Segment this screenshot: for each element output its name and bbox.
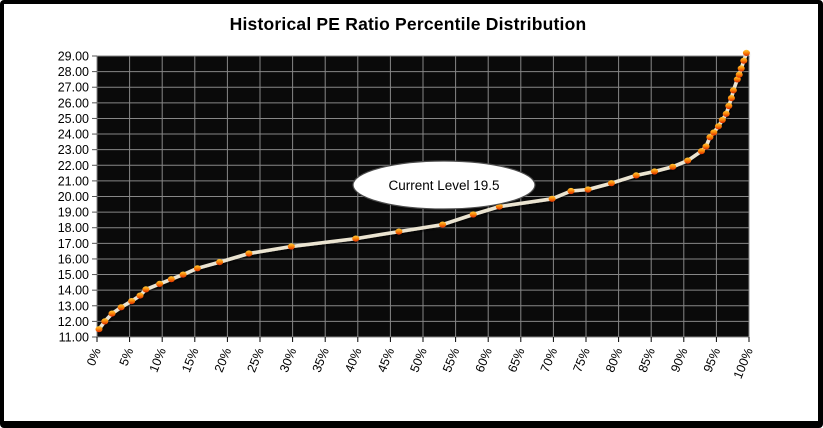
data-point-marker — [548, 195, 556, 202]
axis-ticks — [92, 55, 750, 342]
data-point-marker — [718, 116, 726, 124]
data-point-marker — [607, 180, 615, 187]
data-point-marker — [684, 157, 692, 164]
x-axis-label: 20% — [212, 346, 234, 374]
x-axis-label: 60% — [473, 346, 495, 374]
y-axis-label: 11.00 — [59, 331, 89, 345]
data-point-marker — [142, 286, 150, 293]
x-axis-label: 15% — [179, 346, 201, 374]
data-point-marker — [669, 163, 677, 170]
data-point-marker — [101, 318, 109, 325]
x-axis-label: 55% — [440, 346, 462, 374]
data-point-marker — [702, 143, 710, 150]
x-axis-label: 95% — [701, 346, 723, 374]
x-axis-label: 65% — [505, 346, 527, 374]
y-axis-label: 29.00 — [58, 50, 89, 64]
x-axis-labels: 0% 5% 10% 15% 20% 25% 30% 35% 40% 45% 50% 55% 60% 65%… — [84, 346, 756, 381]
annotation-text: Current Level 19.5 — [388, 178, 499, 193]
data-point-marker — [117, 304, 125, 311]
x-axis-label: 0% — [84, 346, 104, 368]
x-axis-label: 50% — [407, 346, 429, 374]
x-axis-label: 30% — [277, 346, 299, 374]
data-point-marker — [727, 95, 735, 102]
data-point-marker — [567, 187, 575, 195]
y-axis-label: 28.00 — [58, 65, 89, 79]
data-point-marker — [584, 186, 592, 193]
x-axis-label: 80% — [603, 346, 625, 374]
data-point-marker — [651, 168, 658, 175]
y-axis-label: 13.00 — [58, 299, 89, 313]
y-axis-label: 14.00 — [58, 284, 89, 298]
x-axis-label: 40% — [342, 346, 364, 374]
data-point-marker — [742, 49, 750, 57]
chart-title: Historical PE Ratio Percentile Distribut… — [229, 14, 587, 34]
x-axis-label: 70% — [538, 346, 560, 374]
data-point-marker — [735, 71, 743, 78]
data-point-marker — [737, 65, 745, 72]
y-axis-label: 17.00 — [58, 237, 89, 251]
data-point-marker — [193, 265, 201, 272]
data-point-marker — [722, 110, 730, 117]
y-axis-label: 24.00 — [58, 128, 89, 142]
x-axis-label: 35% — [310, 346, 332, 374]
y-axis-label: 12.00 — [58, 315, 89, 329]
annotation-ellipse — [352, 160, 536, 210]
x-axis-label: 75% — [570, 346, 592, 374]
y-axis-label: 21.00 — [58, 174, 89, 188]
data-point-marker — [136, 292, 144, 299]
data-point-marker — [167, 276, 175, 283]
data-point-marker — [725, 102, 733, 110]
x-axis-label: 85% — [636, 346, 658, 374]
data-point-marker — [710, 129, 718, 136]
y-axis-label: 19.00 — [58, 206, 89, 220]
data-point-marker — [697, 148, 705, 155]
x-axis-label: 90% — [668, 346, 690, 374]
y-axis-label: 22.00 — [58, 159, 89, 173]
data-point-marker — [632, 172, 640, 179]
y-axis-label: 26.00 — [58, 96, 89, 110]
x-axis-label: 45% — [375, 346, 397, 374]
y-axis-label: 20.00 — [58, 190, 89, 204]
data-point-marker — [714, 123, 722, 130]
x-axis-label: 5% — [117, 346, 137, 368]
data-point-marker — [179, 271, 187, 278]
data-point-marker — [216, 259, 224, 266]
data-point-marker — [245, 250, 253, 257]
x-axis-label: 25% — [244, 346, 266, 374]
data-point-marker — [439, 221, 447, 228]
data-point-marker — [740, 57, 748, 64]
data-point-marker — [352, 235, 360, 242]
data-point-marker — [395, 228, 403, 235]
data-point-marker — [706, 134, 714, 141]
data-point-marker — [156, 280, 164, 287]
data-point-marker — [469, 211, 477, 218]
y-axis-label: 25.00 — [58, 112, 89, 126]
y-axis-label: 23.00 — [58, 143, 89, 157]
data-series — [95, 49, 750, 333]
gridlines — [96, 55, 750, 338]
data-point-marker — [128, 298, 136, 305]
data-point-marker — [95, 326, 103, 333]
y-axis-label: 18.00 — [58, 221, 89, 235]
annotation-callout: Current Level 19.5 — [352, 160, 536, 210]
y-axis-label: 15.00 — [58, 268, 89, 282]
x-axis-label: 100% — [731, 346, 756, 381]
y-axis-label: 27.00 — [58, 81, 89, 95]
data-point-marker — [287, 243, 295, 250]
data-point-marker — [108, 310, 116, 317]
x-axis-label: 10% — [147, 346, 169, 374]
y-axis-label: 16.00 — [58, 252, 89, 266]
data-point-marker — [733, 76, 741, 83]
data-point-marker — [729, 87, 737, 94]
